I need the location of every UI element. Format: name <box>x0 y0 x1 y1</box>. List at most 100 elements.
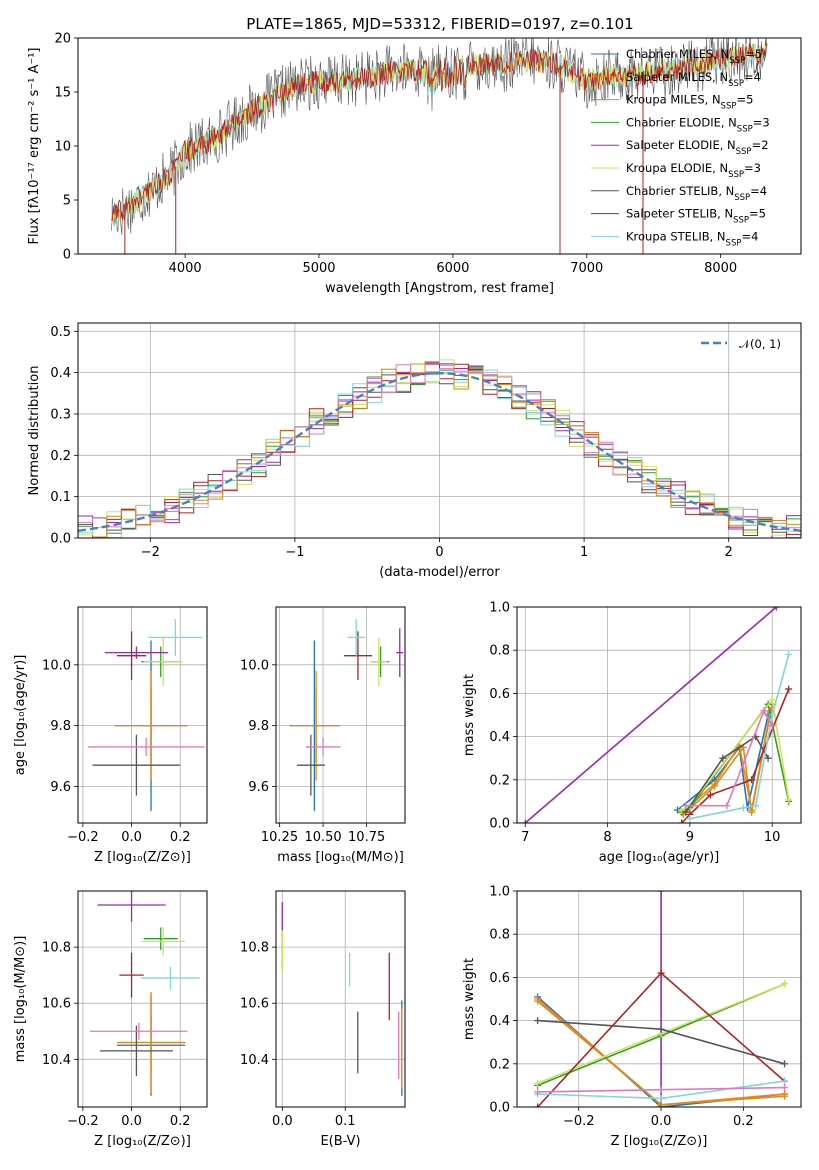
legend-sub: SSP <box>721 102 737 112</box>
legend-sub: SSP <box>737 124 753 134</box>
weight-marker <box>534 1103 542 1107</box>
legend-sub: SSP <box>728 170 744 180</box>
legend-sub: SSP <box>729 56 745 66</box>
legend-sub: SSP <box>728 79 744 89</box>
age-vs-Z-panel: −0.2 0.0 0.2 9.6 9.8 10.0 Z [log₁₀(Z/Z⊙)] age [… <box>13 606 208 865</box>
y-tick-label: 10.0 <box>240 658 269 673</box>
y-tick-label: 0.4 <box>50 366 71 381</box>
y-tick-label: 1.0 <box>489 601 510 616</box>
y-tick-label: 0.1 <box>50 490 71 505</box>
legend-label: Salpeter STELIB, NSSP=5 <box>626 207 766 226</box>
x-tick-label: 0.1 <box>335 1114 356 1129</box>
weight-marker <box>752 802 760 810</box>
weight-marker <box>768 696 776 704</box>
legend-sub: SSP <box>733 216 749 226</box>
legend-label: Kroupa STELIB, NSSP=4 <box>626 229 758 248</box>
legend-tail: =5 <box>749 207 766 221</box>
legend-tail: =4 <box>744 70 761 84</box>
x-tick-label: 0.0 <box>651 1114 672 1129</box>
weight-series <box>685 735 769 813</box>
x-axis-label: Z [log₁₀(Z/Z⊙)] <box>94 1134 191 1149</box>
weight-series <box>524 607 777 823</box>
y-tick-label: 10.4 <box>240 1053 269 1068</box>
x-tick-label: −0.2 <box>67 1114 99 1129</box>
y-axis-label: mass [log₁₀(M/M⊙)] <box>13 936 28 1063</box>
y-axis-label: mass weight <box>462 674 477 756</box>
weight-marker <box>657 1094 665 1102</box>
y-axis-label: age [log₁₀(age/yr)] <box>13 655 28 776</box>
weight-marker <box>719 754 727 762</box>
legend-tail: =4 <box>750 184 767 198</box>
weight-marker <box>781 980 789 988</box>
y-tick-label: 0.2 <box>489 773 510 788</box>
x-tick-label: 5000 <box>302 261 335 276</box>
x-tick-label: 0 <box>435 545 443 560</box>
legend-sub: SSP <box>734 193 750 203</box>
legend-tail: =5 <box>745 47 762 61</box>
weight-marker <box>768 722 776 730</box>
weight-marker <box>686 815 694 823</box>
weight-marker <box>760 707 768 715</box>
weight-vs-Z-panel: −0.2 0.0 0.2 0.0 0.2 0.4 0.6 0.8 1.0 Z [log₁₀(Z/Z… <box>462 885 802 1149</box>
x-axis-label: E(B-V) <box>320 1134 360 1149</box>
y-tick-label: 15 <box>54 86 71 101</box>
x-tick-label: 8000 <box>704 261 737 276</box>
x-tick-label: −0.2 <box>563 1114 595 1129</box>
y-tick-label: 10.6 <box>42 997 71 1012</box>
weight-marker <box>781 1077 789 1085</box>
y-tick-label: 10.0 <box>42 658 71 673</box>
legend-tail: =2 <box>752 138 769 152</box>
weight-marker <box>657 1101 665 1107</box>
y-tick-label: 0.4 <box>489 1014 510 1029</box>
axes-frame <box>275 890 406 1108</box>
x-tick-label: 10.75 <box>348 830 385 845</box>
legend-label: Kroupa MILES, NSSP=5 <box>626 93 753 112</box>
x-tick-label: 0.2 <box>170 1114 191 1129</box>
weight-marker <box>534 1079 542 1087</box>
y-tick-label: 10 <box>54 140 71 155</box>
x-tick-label: 0.0 <box>272 1114 293 1129</box>
weight-marker <box>768 711 776 719</box>
y-tick-label: 9.6 <box>248 780 269 795</box>
y-tick-label: 0.0 <box>489 1101 510 1116</box>
residuals-panel: −2 −1 0 1 2 0.0 0.1 0.2 0.3 0.4 0.5 (data-model)/er… <box>27 322 802 580</box>
y-axis-label: mass weight <box>462 958 477 1040</box>
x-tick-label: 7 <box>521 830 529 845</box>
x-tick-label: 10.50 <box>304 830 341 845</box>
weight-marker <box>534 997 542 1005</box>
spectrum-panel: 4000 5000 6000 7000 8000 0 5 10 15 20 wavelength [… <box>27 32 802 296</box>
weight-marker <box>781 1092 789 1100</box>
legend-tail: =3 <box>753 115 770 129</box>
x-tick-label: 0.2 <box>170 830 191 845</box>
x-axis-label: age [log₁₀(age/yr)] <box>599 850 720 865</box>
y-tick-label: 9.8 <box>50 719 71 734</box>
weight-marker <box>785 685 793 693</box>
weight-marker <box>534 1088 542 1096</box>
weight-marker <box>781 1060 789 1068</box>
y-tick-label: 0.8 <box>489 644 510 659</box>
weight-marker <box>706 791 714 799</box>
legend-label: Salpeter MILES, NSSP=4 <box>626 70 761 89</box>
x-tick-label: 4000 <box>169 261 202 276</box>
weight-marker <box>748 808 756 816</box>
axes-frame <box>77 606 208 824</box>
y-tick-label: 1.0 <box>489 885 510 900</box>
figure-title: PLATE=1865, MJD=53312, FIBERID=0197, z=0… <box>246 15 633 33</box>
legend-label: Chabrier ELODIE, NSSP=3 <box>626 115 770 134</box>
x-tick-label: −2 <box>141 545 160 560</box>
x-tick-label: 2 <box>725 545 733 560</box>
x-axis-label: wavelength [Angstrom, rest frame] <box>325 281 554 296</box>
weight-marker <box>785 651 793 659</box>
y-tick-label: 0.0 <box>489 817 510 832</box>
spectrum-series <box>111 42 768 222</box>
weight-marker <box>678 819 686 823</box>
y-tick-label: 10.4 <box>42 1053 71 1068</box>
y-tick-label: 0.0 <box>50 532 71 547</box>
y-tick-label: 0.3 <box>50 407 71 422</box>
y-tick-label: 0.6 <box>489 971 510 986</box>
weight-marker <box>772 607 780 611</box>
x-tick-label: 0.2 <box>733 1114 754 1129</box>
y-axis-label: Normed distribution <box>27 366 42 496</box>
legend-label: 𝒩(0, 1) <box>739 337 781 351</box>
